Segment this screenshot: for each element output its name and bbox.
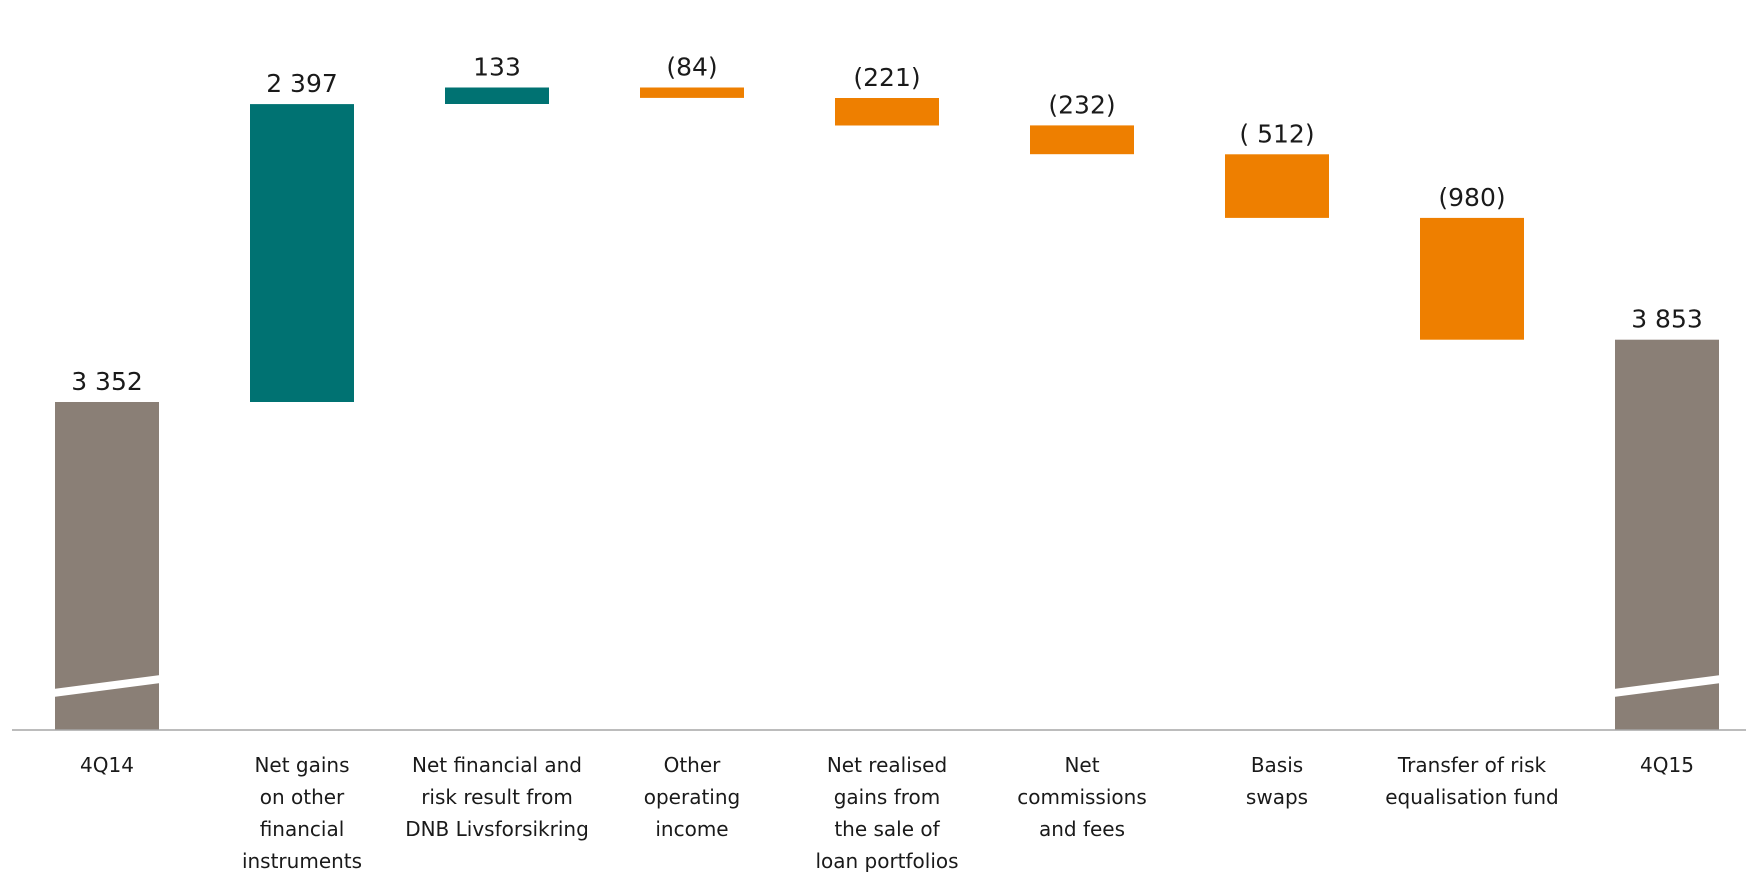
category-label-8: 4Q15 xyxy=(1640,753,1694,777)
bar-2 xyxy=(445,87,549,104)
value-label-3: (84) xyxy=(666,53,717,82)
value-label-2: 133 xyxy=(473,53,521,82)
category-labels-layer: 4Q14 Net gains on other financial instrument… xyxy=(80,753,1694,872)
value-labels-layer: 3 352 2 397 133 (84) (221) (232) ( 512) (980) 3 … xyxy=(71,53,1703,397)
bar-6 xyxy=(1225,154,1329,218)
bar-0 xyxy=(55,402,159,730)
category-label-4: Net realised gains from the sale of loan po… xyxy=(815,753,958,872)
value-label-5: (232) xyxy=(1048,90,1115,119)
axis-break-8 xyxy=(1575,671,1746,702)
bars-layer xyxy=(55,87,1719,730)
bar-5 xyxy=(1030,125,1134,155)
value-label-4: (221) xyxy=(853,63,920,92)
bar-3 xyxy=(640,87,744,98)
category-label-1: Net gains on other financial instruments xyxy=(242,753,362,872)
bar-1 xyxy=(250,104,354,402)
category-label-3: Other operating income xyxy=(644,753,740,841)
value-label-0: 3 352 xyxy=(71,367,143,396)
category-label-2: Net financial and risk result from DNB Liv… xyxy=(405,753,589,841)
category-label-7: Transfer of risk equalisation fund xyxy=(1385,753,1558,809)
axis-break-layer xyxy=(15,670,1746,702)
category-label-5: Net commissions and fees xyxy=(1017,753,1146,841)
value-label-6: ( 512) xyxy=(1239,119,1314,148)
axis-break-0 xyxy=(15,670,199,702)
bar-8 xyxy=(1615,339,1719,730)
bar-7 xyxy=(1420,217,1524,340)
value-label-7: (980) xyxy=(1438,183,1505,212)
category-label-0: 4Q14 xyxy=(80,753,134,777)
value-label-8: 3 853 xyxy=(1631,305,1703,334)
category-label-6: Basis swaps xyxy=(1246,753,1308,809)
value-label-1: 2 397 xyxy=(266,69,338,98)
bar-4 xyxy=(835,98,939,126)
